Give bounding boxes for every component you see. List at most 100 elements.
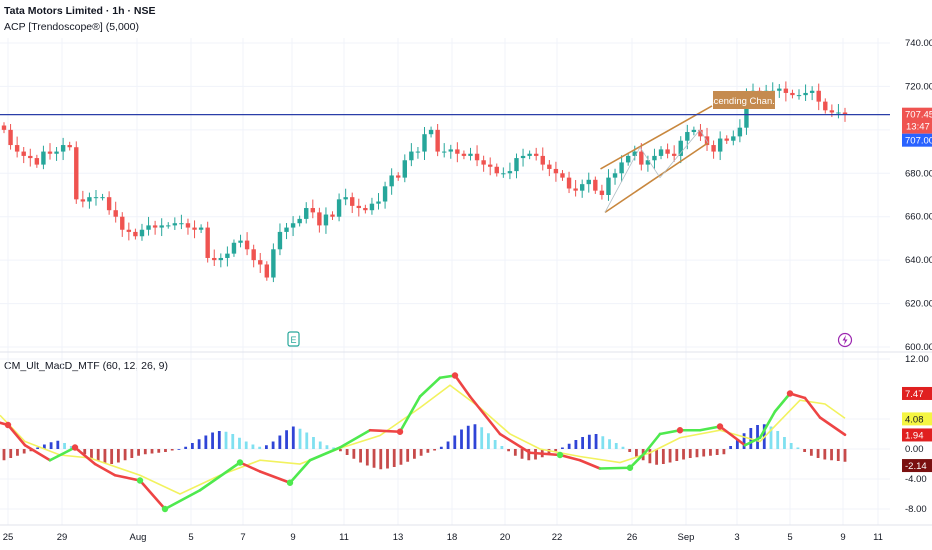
time-tick-label: 29 xyxy=(57,532,68,543)
candle-body xyxy=(310,208,316,213)
histogram-bar xyxy=(69,446,73,449)
pattern-label-box xyxy=(713,91,775,109)
candle-body xyxy=(113,210,118,217)
macd-line-segment xyxy=(803,396,822,419)
histogram-bar xyxy=(843,449,847,462)
candle-body xyxy=(41,151,46,165)
time-tick-label: 20 xyxy=(500,532,511,543)
lightning-icon-glyph xyxy=(842,335,848,345)
last-price-tag xyxy=(902,107,932,134)
price-tick-label: 660.00 xyxy=(905,212,932,223)
histogram-bar xyxy=(796,447,800,449)
histogram-bar xyxy=(554,449,558,452)
candle-body xyxy=(501,173,506,175)
candle-body xyxy=(60,145,66,152)
histogram-bar xyxy=(413,449,416,459)
histogram-bar xyxy=(587,434,591,449)
histogram-bar xyxy=(271,441,275,449)
candle-body xyxy=(606,177,611,195)
candle-body xyxy=(14,145,20,152)
histogram-bar xyxy=(170,449,174,451)
macd-line-segment xyxy=(288,458,312,485)
macd-cross-dot xyxy=(71,444,79,451)
histogram-bar xyxy=(197,439,201,449)
histogram-bar xyxy=(184,446,188,449)
histogram-bar xyxy=(379,449,383,470)
macd-line-segment xyxy=(93,462,117,477)
candle-body xyxy=(474,153,480,161)
histogram-bar xyxy=(291,426,295,449)
candle-body xyxy=(317,212,322,226)
candle-body xyxy=(665,149,670,154)
histogram-bar xyxy=(157,449,161,453)
time-tick-label: 9 xyxy=(840,532,845,543)
histogram-bar xyxy=(648,449,652,464)
candle-body xyxy=(28,155,33,159)
earnings-marker-label: E xyxy=(290,335,296,345)
histogram-bar xyxy=(789,443,793,449)
candle-body xyxy=(652,155,657,161)
candle-body xyxy=(8,129,13,146)
macd-cross-dot xyxy=(236,459,244,466)
macd-line-segment xyxy=(453,374,472,398)
histogram-bar xyxy=(137,449,140,456)
ascending-channel[interactable]: Ascending Chan...1 xyxy=(600,91,786,214)
candle-body xyxy=(579,184,585,191)
macd-cross-dot xyxy=(451,372,459,379)
histogram-bar xyxy=(177,449,181,450)
histogram-bar xyxy=(339,449,342,452)
histogram-bar xyxy=(298,428,302,449)
signal-line xyxy=(0,384,846,495)
candle-body xyxy=(1,125,7,130)
time-tick-label: 5 xyxy=(787,532,792,543)
time-tick-label: 22 xyxy=(552,532,563,543)
candle-body xyxy=(566,177,572,189)
histogram-bar xyxy=(285,430,288,449)
candle-body xyxy=(711,145,716,152)
bar-countdown: 13:47 xyxy=(906,122,930,133)
macd-cross-dot xyxy=(716,423,724,430)
candle-body xyxy=(80,199,86,202)
macd-indicator-legend[interactable]: CM_Ult_MacD_MTF (60, 12, 26, 9) xyxy=(4,360,168,372)
candle-body xyxy=(258,260,263,265)
histogram-bar xyxy=(635,449,638,457)
candle-body xyxy=(363,208,368,211)
histogram-bar xyxy=(258,446,262,449)
histogram-bar xyxy=(110,449,114,464)
macd-line-segment xyxy=(743,436,762,447)
level-tag-value: 707.00 xyxy=(905,136,932,147)
acp-indicator-legend[interactable]: ACP [Trendoscope®] (5,000) xyxy=(4,21,139,33)
histogram-bar xyxy=(574,440,578,449)
candle-body xyxy=(290,223,296,228)
price-tick-label: 720.00 xyxy=(905,81,932,92)
macd-value-tag xyxy=(902,386,932,400)
macd-line-segment xyxy=(238,461,262,473)
histogram-bar xyxy=(318,441,322,449)
candle-body xyxy=(468,153,473,156)
candle-body xyxy=(67,145,72,148)
price-tick-label: 740.00 xyxy=(905,38,932,49)
candle-body xyxy=(442,151,447,153)
macd-value-tag xyxy=(902,412,932,426)
histogram-bar xyxy=(9,449,13,458)
candle-body xyxy=(599,190,605,195)
candle-body xyxy=(448,149,453,152)
candle-body xyxy=(836,112,841,114)
macd-cross-dot xyxy=(676,427,684,434)
time-tick-label: 9 xyxy=(290,532,295,543)
candle-body xyxy=(336,199,342,217)
macd-line-segment xyxy=(628,451,647,470)
candle-body xyxy=(166,225,171,227)
histogram-bar xyxy=(688,449,692,458)
histogram-bar xyxy=(783,437,786,449)
time-tick-label: 18 xyxy=(447,532,458,543)
candle-body xyxy=(796,95,802,97)
candle-body xyxy=(809,90,815,93)
macd-line-segment xyxy=(368,428,402,434)
candle-body xyxy=(277,231,283,250)
histogram-bar xyxy=(56,440,60,449)
histogram-bar xyxy=(419,449,423,456)
histogram-bar xyxy=(359,449,362,463)
symbol-title[interactable]: Tata Motors Limited · 1h · NSE xyxy=(4,5,156,17)
